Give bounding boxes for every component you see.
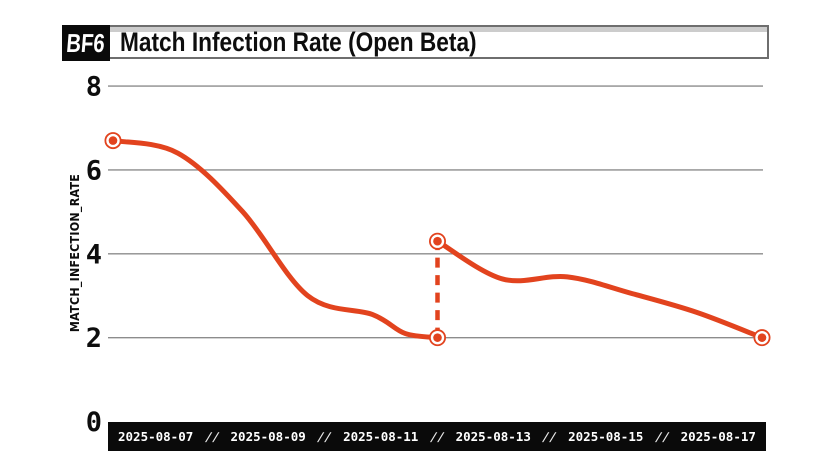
data-point-marker-core	[108, 136, 118, 145]
x-tick-date-label: 2025-08-11	[343, 429, 419, 444]
y-tick-label: 2	[86, 323, 102, 354]
bf6-badge: BF6	[62, 25, 110, 61]
x-tick-date-label: 2025-08-17	[680, 429, 756, 444]
date-separator: //	[541, 429, 558, 444]
date-separator: //	[316, 429, 333, 444]
date-separator: //	[428, 429, 446, 444]
chart-title-bar: Match Infection Rate (Open Beta) BF6	[62, 25, 769, 61]
date-separator: //	[203, 429, 221, 444]
y-tick-label: 0	[86, 407, 102, 438]
x-tick-date-label: 2025-08-13	[455, 429, 531, 444]
data-point-marker-core	[433, 236, 442, 246]
y-tick-label: 6	[86, 155, 102, 186]
chart-title: Match Infection Rate (Open Beta)	[120, 27, 545, 57]
y-tick-label: 8	[86, 72, 102, 103]
x-tick-date-label: 2025-08-07	[118, 429, 194, 444]
series-path	[435, 238, 765, 341]
date-separator: //	[653, 429, 671, 444]
x-tick-date-label: 2025-08-09	[230, 429, 306, 444]
y-tick-label: 4	[86, 239, 102, 270]
x-tick-date-label: 2025-08-15	[568, 429, 644, 444]
x-axis-date-bar: 2025-08-07 // 2025-08-09 // 2025-08-11 // 2025…	[108, 422, 766, 451]
data-point-marker-core	[757, 333, 767, 342]
data-point-marker-core	[433, 333, 442, 342]
chart-title-label: Match Infection Rate (Open Beta)	[120, 26, 477, 57]
series-path	[110, 138, 440, 341]
title-bar-top-strip	[64, 27, 767, 32]
